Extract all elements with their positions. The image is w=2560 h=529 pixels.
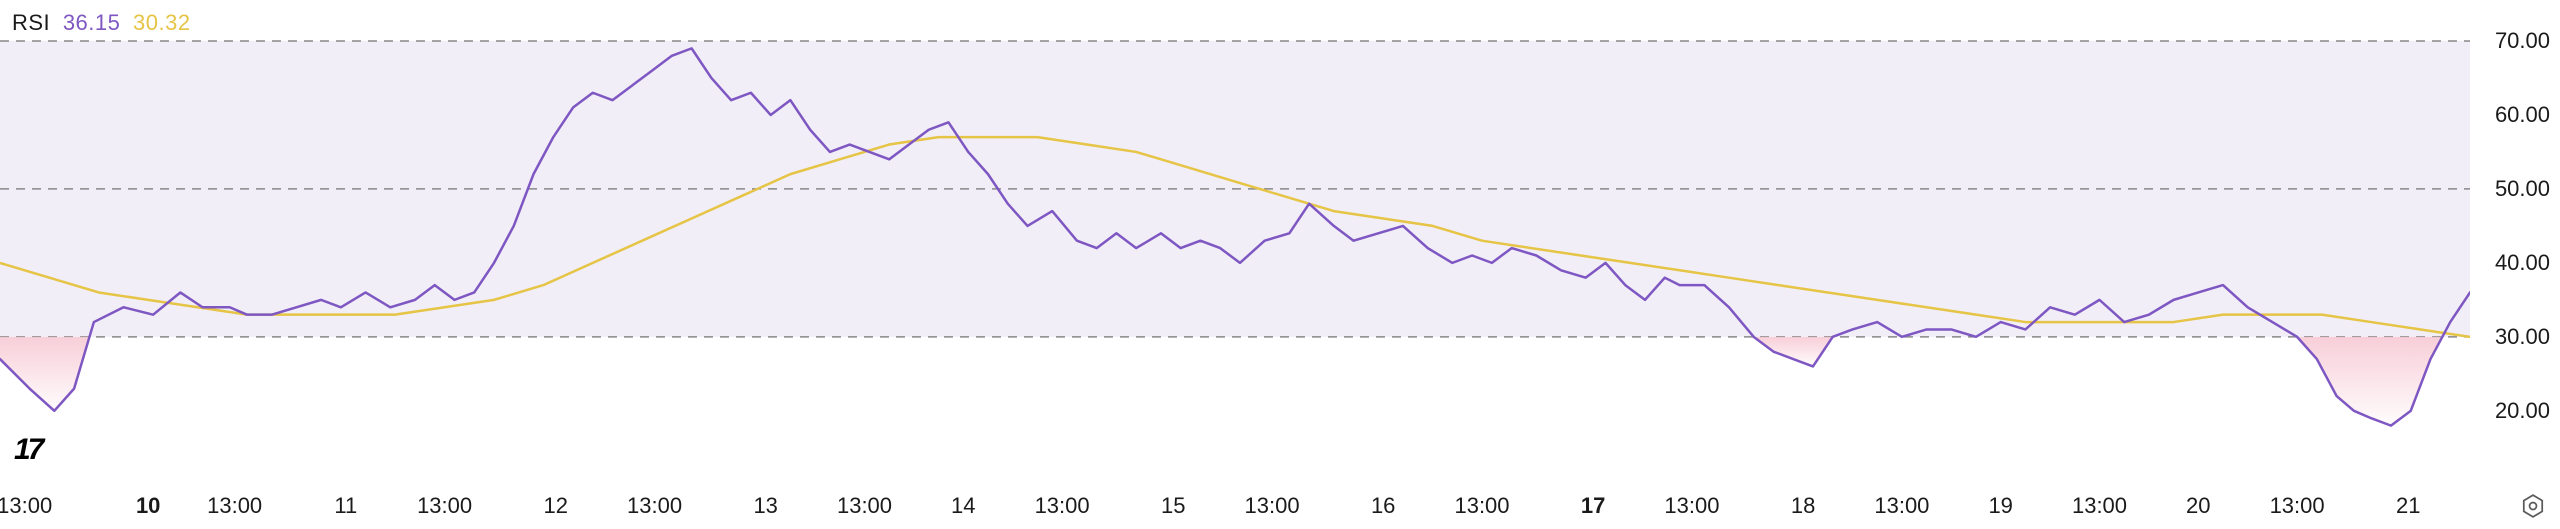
rsi-indicator-chart[interactable]: RSI 36.15 30.32 17 13:00 10 13:00 11 13:00 12… xyxy=(0,0,2560,529)
x-axis-tick: 20 xyxy=(2186,493,2210,519)
x-axis-tick: 13:00 xyxy=(1874,493,1929,519)
x-axis-tick: 21 xyxy=(2396,493,2420,519)
gear-icon[interactable] xyxy=(2520,493,2546,519)
y-axis-tick: 30.00 xyxy=(2495,324,2550,350)
y-axis-tick: 20.00 xyxy=(2495,398,2550,424)
x-axis-tick: 13:00 xyxy=(2270,493,2325,519)
y-axis-tick: 40.00 xyxy=(2495,250,2550,276)
indicator-name[interactable]: RSI xyxy=(12,10,50,35)
x-axis-tick: 13:00 xyxy=(207,493,262,519)
x-axis-tick: 13:00 xyxy=(1664,493,1719,519)
x-axis-tick: 19 xyxy=(1988,493,2012,519)
x-axis-tick: 11 xyxy=(334,493,357,519)
x-axis-tick: 13:00 xyxy=(1245,493,1300,519)
x-axis-tick: 18 xyxy=(1791,493,1815,519)
x-axis-tick: 13:00 xyxy=(627,493,682,519)
x-axis-tick: 13:00 xyxy=(1035,493,1090,519)
x-axis-tick: 16 xyxy=(1371,493,1395,519)
x-axis-tick: 13:00 xyxy=(837,493,892,519)
indicator-primary-value: 36.15 xyxy=(63,10,121,35)
x-axis-tick: 13:00 xyxy=(0,493,52,519)
x-axis: 13:00 10 13:00 11 13:00 12 13:00 13 13:00 14 13:00… xyxy=(0,485,2470,529)
x-axis-tick: 15 xyxy=(1161,493,1185,519)
x-axis-tick: 12 xyxy=(544,493,568,519)
y-axis-tick: 50.00 xyxy=(2495,176,2550,202)
x-axis-tick: 13:00 xyxy=(2072,493,2127,519)
y-axis-tick: 70.00 xyxy=(2495,28,2550,54)
tradingview-logo[interactable]: 17 xyxy=(14,433,41,467)
y-axis-tick: 60.00 xyxy=(2495,102,2550,128)
indicator-secondary-value: 30.32 xyxy=(133,10,191,35)
x-axis-tick: 17 xyxy=(1581,493,1605,519)
x-axis-tick: 14 xyxy=(951,493,975,519)
x-axis-tick: 10 xyxy=(136,493,160,519)
chart-legend[interactable]: RSI 36.15 30.32 xyxy=(12,10,197,36)
x-axis-tick: 13:00 xyxy=(1454,493,1509,519)
x-axis-tick: 13:00 xyxy=(417,493,472,519)
x-axis-tick: 13 xyxy=(753,493,777,519)
chart-plot-area xyxy=(0,0,2470,470)
